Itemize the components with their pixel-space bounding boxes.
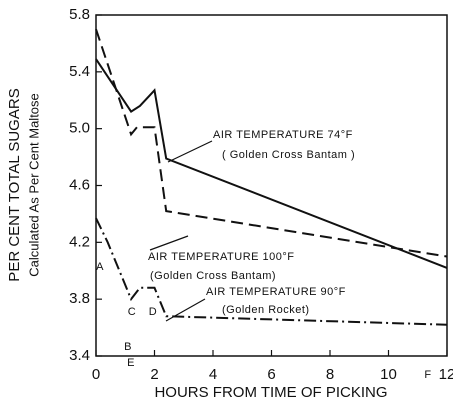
series-line <box>95 217 448 326</box>
series-label: AIR TEMPERATURE 74°F <box>213 129 353 141</box>
series-line <box>95 58 448 269</box>
x-tick-label: 6 <box>267 366 275 383</box>
y-tick-label: 3.4 <box>69 347 90 364</box>
point-letter: A <box>96 261 104 273</box>
series-label: AIR TEMPERATURE 100°F <box>148 251 295 263</box>
y-tick-label: 5.0 <box>69 120 90 137</box>
series-variety: ( Golden Cross Bantam ) <box>222 149 355 161</box>
y-tick-label: 4.6 <box>69 176 90 193</box>
point-letter: D <box>149 306 157 318</box>
series-label: AIR TEMPERATURE 90°F <box>206 286 346 298</box>
y-tick-label: 3.8 <box>69 290 90 307</box>
x-tick-label: 0 <box>92 366 100 383</box>
y-axis-label: PER CENT TOTAL SUGARS <box>6 88 23 281</box>
point-letter: C <box>128 306 136 318</box>
y-axis-label-2: Calculated As Per Cent Maltose <box>26 93 41 277</box>
leader-line <box>167 140 213 163</box>
series-line <box>95 28 448 258</box>
x-axis-label: HOURS FROM TIME OF PICKING <box>154 384 387 401</box>
leader-line <box>149 235 189 251</box>
x-tick-label: 10 <box>380 366 397 383</box>
x-tick-label: 8 <box>326 366 334 383</box>
y-tick-label: 5.8 <box>69 6 90 23</box>
point-letter: B <box>124 341 132 353</box>
x-tick-label: 2 <box>150 366 158 383</box>
y-tick-label: 5.4 <box>69 63 90 80</box>
series-variety: (Golden Rocket) <box>222 304 310 316</box>
point-letter: F <box>424 369 431 381</box>
y-tick-label: 4.2 <box>69 233 90 250</box>
x-tick-label: 12 <box>439 366 453 383</box>
point-letter: E <box>127 357 135 369</box>
series-variety: (Golden Cross Bantam) <box>150 270 276 282</box>
x-tick-label: 4 <box>209 366 217 383</box>
